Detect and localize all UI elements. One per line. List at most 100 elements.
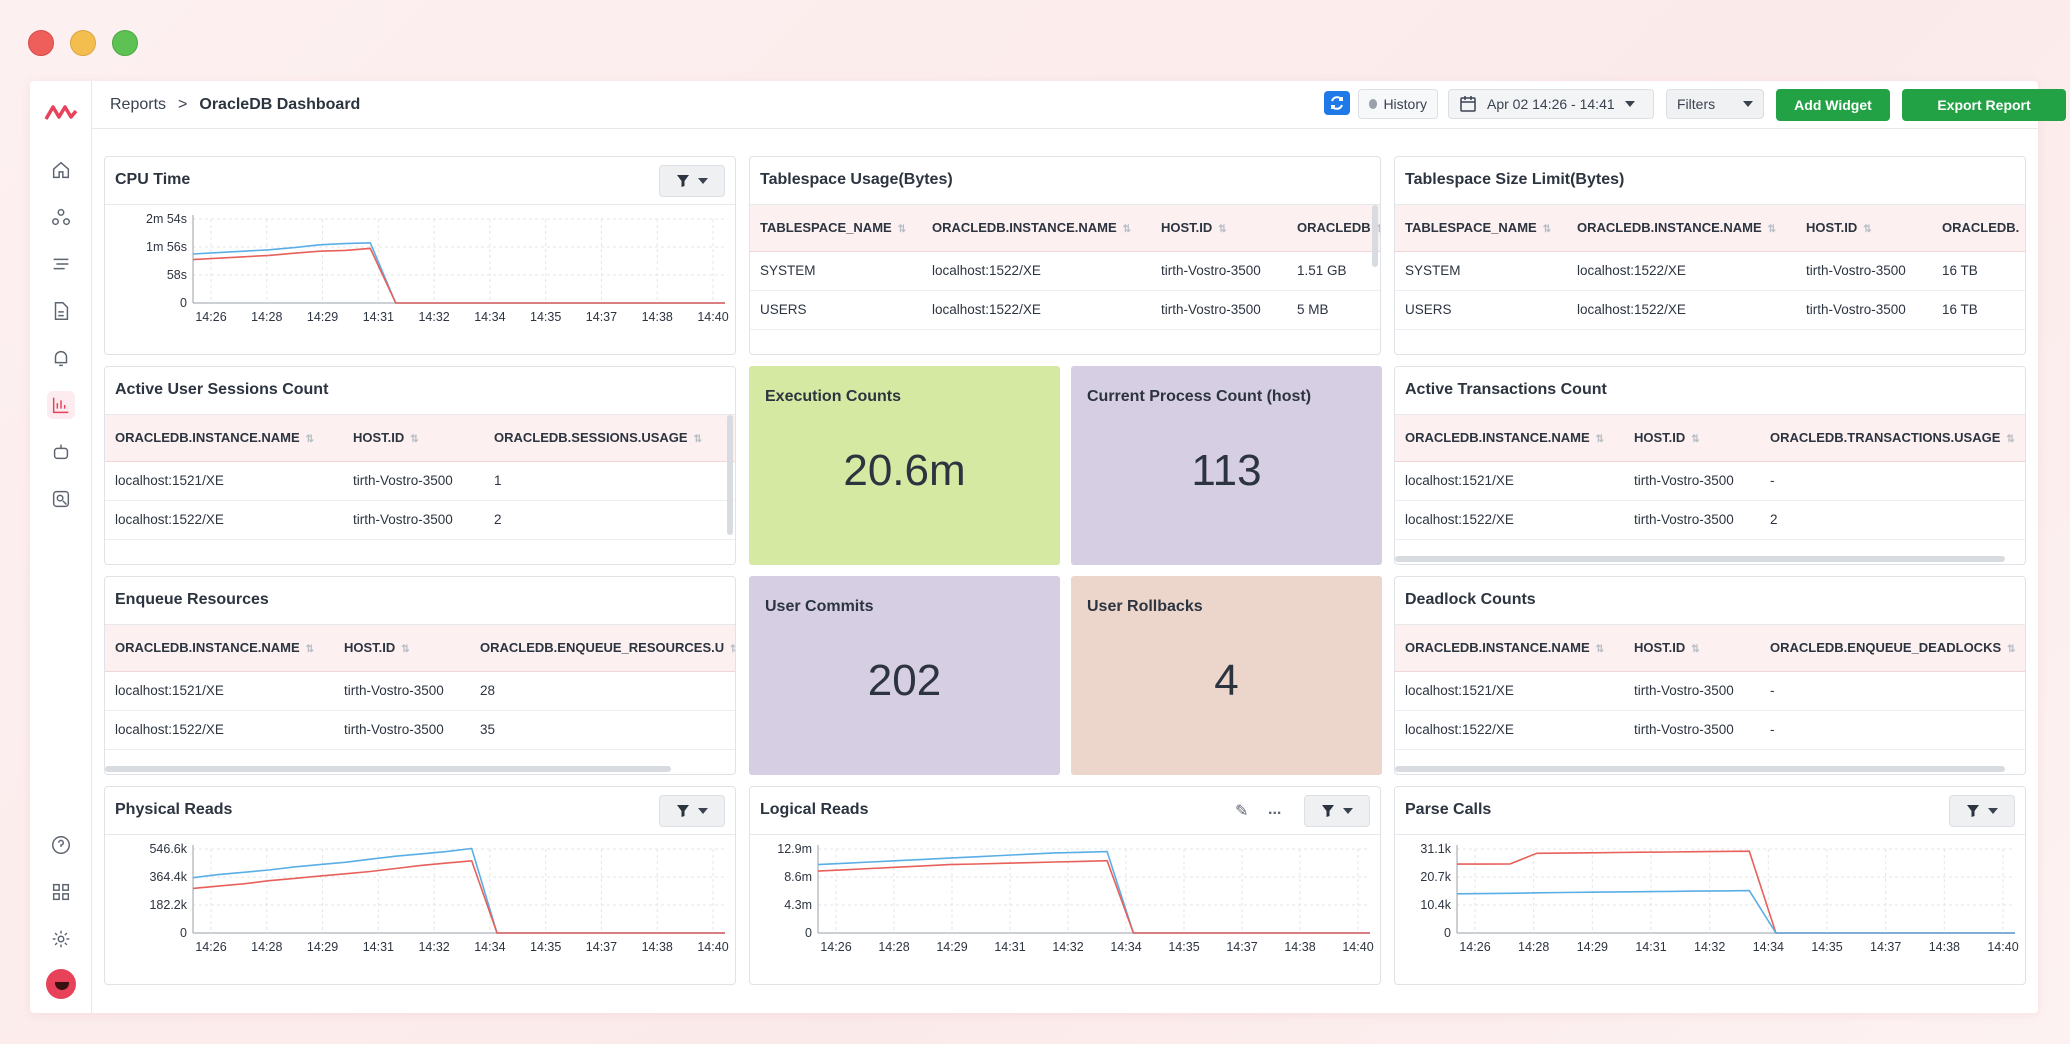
chart-icon[interactable] xyxy=(47,391,75,419)
sort-icon[interactable]: ⇅ xyxy=(1691,644,1700,656)
table-cell: SYSTEM xyxy=(750,251,922,291)
x-tick-label: 14:38 xyxy=(642,940,673,954)
x-tick-label: 14:37 xyxy=(586,940,617,954)
table-cell: localhost:1522/XE xyxy=(1567,290,1796,330)
horizontal-scrollbar[interactable] xyxy=(105,766,671,772)
column-header-label: ORACLEDB.ENQUEUE_RESOURCES.U xyxy=(480,640,725,656)
column-header[interactable]: HOST.ID ⇅ xyxy=(1151,205,1287,252)
table-cell: 35 xyxy=(470,710,735,750)
sort-icon[interactable]: ⇅ xyxy=(401,644,410,656)
widget-filter-button[interactable] xyxy=(659,165,725,197)
add-widget-button[interactable]: Add Widget xyxy=(1776,89,1890,121)
sort-icon[interactable]: ⇅ xyxy=(2025,224,2026,235)
series-line-blue xyxy=(817,850,1370,934)
column-header-label: ORACLEDB xyxy=(1297,220,1371,236)
data-table: TABLESPACE_NAME ⇅ ORACLEDB.INSTANCE.NAME ⇅ H… xyxy=(1395,205,2026,330)
sort-icon[interactable]: ⇅ xyxy=(897,224,907,236)
column-header[interactable]: ORACLEDB.TRANSACTIONS.USAGE ⇅ xyxy=(1760,415,2025,462)
table-row: localhost:1522/XE tirth-Vostro-3500- xyxy=(1395,710,2025,750)
sort-icon[interactable]: ⇅ xyxy=(730,644,735,655)
funnel-icon xyxy=(1967,805,1979,817)
robot-icon[interactable] xyxy=(47,438,75,466)
column-header[interactable]: ORACLEDB ⇅ xyxy=(1287,205,1380,252)
sort-icon[interactable]: ⇅ xyxy=(1767,224,1777,236)
close-window-button[interactable] xyxy=(28,30,54,56)
horizontal-scrollbar[interactable] xyxy=(1395,556,2005,562)
sort-icon[interactable]: ⇅ xyxy=(1595,644,1605,656)
column-header[interactable]: ORACLEDB.INSTANCE.NAME ⇅ xyxy=(1395,625,1624,672)
widget-title: Physical Reads xyxy=(115,801,233,818)
y-tick-label: 8.6m xyxy=(784,870,812,884)
column-header-label: HOST.ID xyxy=(1806,220,1858,236)
column-header[interactable]: TABLESPACE_NAME ⇅ xyxy=(750,205,922,252)
column-header[interactable]: ORACLEDB.INSTANCE.NAME ⇅ xyxy=(922,205,1151,252)
column-header[interactable]: ORACLEDB.ENQUEUE_DEADLOCKS ⇅ xyxy=(1760,625,2025,672)
column-header[interactable]: ORACLEDB.INSTANCE.NAME ⇅ xyxy=(105,415,343,462)
column-header[interactable]: HOST.ID ⇅ xyxy=(1624,415,1760,462)
widget-filter-button[interactable] xyxy=(1949,795,2015,827)
column-header-label: ORACLEDB.INSTANCE.NAME xyxy=(115,640,300,656)
column-header[interactable]: HOST.ID ⇅ xyxy=(343,415,484,462)
apps-icon[interactable] xyxy=(47,878,75,906)
vertical-scrollbar[interactable] xyxy=(1372,205,1378,267)
filters-label: Filters xyxy=(1677,96,1716,112)
history-toggle[interactable]: History xyxy=(1358,89,1438,119)
user-search-icon[interactable] xyxy=(47,485,75,513)
table-cell: SYSTEM xyxy=(1395,251,1567,291)
sort-icon[interactable]: ⇅ xyxy=(410,434,419,446)
column-header[interactable]: HOST.ID ⇅ xyxy=(334,625,470,672)
sort-icon[interactable]: ⇅ xyxy=(305,644,315,656)
list-icon[interactable] xyxy=(47,250,75,278)
gear-icon[interactable] xyxy=(47,925,75,953)
sort-icon[interactable]: ⇅ xyxy=(2006,434,2015,446)
date-range-picker[interactable]: Apr 02 14:26 - 14:41 xyxy=(1448,89,1654,119)
sort-icon[interactable]: ⇅ xyxy=(1691,434,1700,446)
help-icon[interactable] xyxy=(47,831,75,859)
sort-icon[interactable]: ⇅ xyxy=(1377,224,1380,235)
sort-icon[interactable]: ⇅ xyxy=(305,434,315,446)
column-header[interactable]: HOST.ID ⇅ xyxy=(1796,205,1932,252)
topology-icon[interactable] xyxy=(47,203,75,231)
table-row: localhost:1522/XE tirth-Vostro-3500 35 xyxy=(105,710,735,750)
sort-icon[interactable]: ⇅ xyxy=(1863,224,1872,236)
series-line-red xyxy=(192,247,725,304)
sort-icon[interactable]: ⇅ xyxy=(1595,434,1605,446)
deadlock-counts-widget: Deadlock Counts ORACLEDB.INSTANCE.NAME ⇅ H… xyxy=(1394,576,2026,775)
avatar[interactable] xyxy=(46,969,76,999)
refresh-button[interactable] xyxy=(1324,91,1350,115)
document-icon[interactable] xyxy=(47,297,75,325)
more-options-button[interactable]: ... xyxy=(1268,801,1282,818)
filters-dropdown[interactable]: Filters xyxy=(1666,89,1764,119)
sort-icon[interactable]: ⇅ xyxy=(693,434,702,446)
column-header[interactable]: ORACLEDB.INSTANCE.NAME ⇅ xyxy=(1567,205,1796,252)
widget-filter-button[interactable] xyxy=(659,795,725,827)
bell-icon[interactable] xyxy=(47,344,75,372)
pencil-icon[interactable]: ✎ xyxy=(1235,803,1249,820)
widget-filter-button[interactable] xyxy=(1304,795,1370,827)
column-header[interactable]: ORACLEDB.INSTANCE.NAME ⇅ xyxy=(1395,415,1624,462)
table-cell: - xyxy=(1760,671,2025,711)
home-icon[interactable] xyxy=(47,156,75,184)
minimize-window-button[interactable] xyxy=(70,30,96,56)
column-header[interactable]: ORACLEDB. ⇅ xyxy=(1932,205,2026,252)
cpu-time-widget: CPU Time 0 58s 1m 56s 2m 54s 14:26 14:28 14:29… xyxy=(104,156,736,355)
sort-icon[interactable]: ⇅ xyxy=(1542,224,1552,236)
widget-header xyxy=(1395,577,2025,625)
horizontal-scrollbar[interactable] xyxy=(1395,766,2005,772)
column-header[interactable]: ORACLEDB.ENQUEUE_RESOURCES.U ⇅ xyxy=(470,625,735,672)
widget-title: Active User Sessions Count xyxy=(115,381,329,398)
breadcrumb-reports-link[interactable]: Reports xyxy=(110,96,167,113)
column-header[interactable]: TABLESPACE_NAME ⇅ xyxy=(1395,205,1567,252)
vertical-scrollbar[interactable] xyxy=(727,415,733,535)
sort-icon[interactable]: ⇅ xyxy=(2007,644,2016,656)
maximize-window-button[interactable] xyxy=(112,30,138,56)
sort-icon[interactable]: ⇅ xyxy=(1122,224,1132,236)
export-report-button[interactable]: Export Report xyxy=(1902,89,2066,121)
sort-icon[interactable]: ⇅ xyxy=(1218,224,1227,236)
app-window: Reports > OracleDB Dashboard History Apr… xyxy=(30,81,2066,1013)
widget-title: Tablespace Size Limit(Bytes) xyxy=(1405,171,1625,188)
column-header[interactable]: ORACLEDB.SESSIONS.USAGE ⇅ xyxy=(484,415,735,462)
column-header[interactable]: HOST.ID ⇅ xyxy=(1624,625,1760,672)
column-header[interactable]: ORACLEDB.INSTANCE.NAME ⇅ xyxy=(105,625,334,672)
data-table: ORACLEDB.INSTANCE.NAME ⇅ HOST.ID ⇅ ORACLEDB.… xyxy=(105,625,735,750)
